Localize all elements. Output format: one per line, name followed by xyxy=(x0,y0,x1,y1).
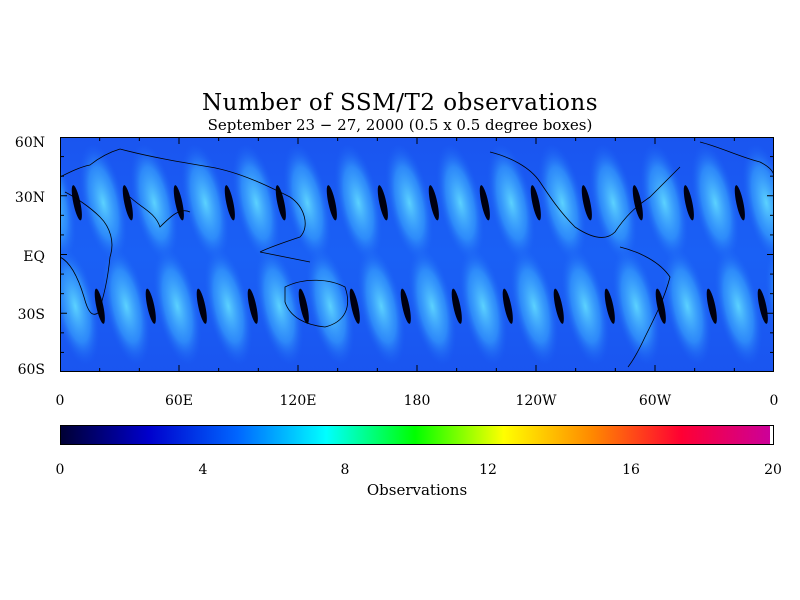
swath-band xyxy=(713,246,763,367)
lat-label: EQ xyxy=(23,249,45,265)
swath-gap xyxy=(145,288,156,324)
swath-gap xyxy=(247,288,258,324)
swath-band xyxy=(305,246,355,367)
colorbar-tick-label: 20 xyxy=(764,462,782,478)
swath-gap xyxy=(71,185,82,221)
lon-label: 0 xyxy=(55,393,65,409)
swath-gap xyxy=(298,288,309,324)
swath-band xyxy=(152,246,202,367)
colorbar-tick-label: 16 xyxy=(622,462,640,478)
swath-gap xyxy=(632,185,643,221)
swath-band xyxy=(639,142,689,263)
swath-band xyxy=(129,142,179,263)
swath-band xyxy=(407,246,457,367)
swath-band xyxy=(690,142,740,263)
coast-australia xyxy=(284,279,349,328)
swath-band xyxy=(588,142,638,263)
swath-gap xyxy=(275,185,286,221)
swath-gap xyxy=(655,288,666,324)
swath-gap xyxy=(428,185,439,221)
lat-label: 30N xyxy=(14,190,45,206)
swath-gap xyxy=(377,185,388,221)
lon-label: 120W xyxy=(515,393,557,409)
swath-band xyxy=(537,142,587,263)
swath-gap xyxy=(757,288,768,324)
lon-label: 180 xyxy=(403,393,431,409)
swath-gap xyxy=(604,288,615,324)
swath-band xyxy=(486,142,536,263)
swath-band xyxy=(282,142,332,263)
swath-band xyxy=(509,246,559,367)
swath-gap xyxy=(196,288,207,324)
swath-band xyxy=(231,142,281,263)
swath-gap xyxy=(553,288,564,324)
lat-label: 60S xyxy=(17,362,45,378)
colorbar-tick-label: 0 xyxy=(55,462,65,478)
coast-north-america xyxy=(489,151,681,238)
swath-gap xyxy=(530,185,541,221)
swath-band xyxy=(78,142,128,263)
swath-band xyxy=(560,246,610,367)
swath-gap xyxy=(706,288,717,324)
swath-band xyxy=(254,246,304,367)
coastlines xyxy=(60,141,774,368)
coast-asia xyxy=(119,148,306,253)
swath-band xyxy=(611,246,661,367)
swath-gap xyxy=(734,185,745,221)
swath-band xyxy=(435,142,485,263)
lon-label: 60E xyxy=(164,393,194,409)
map-subtitle: September 23 − 27, 2000 (0.5 x 0.5 degre… xyxy=(207,116,593,134)
colorbar-tick-label: 12 xyxy=(479,462,497,478)
swath-overlap-bands xyxy=(60,142,774,367)
coast-arabia-india xyxy=(129,196,191,228)
lat-label: 60N xyxy=(14,135,45,151)
lat-label: 30S xyxy=(17,307,45,323)
swath-gap xyxy=(173,185,184,221)
swath-gap xyxy=(502,288,513,324)
swath-gap xyxy=(224,185,235,221)
coast-europe xyxy=(60,148,121,178)
colorbar-tick-label: 4 xyxy=(198,462,208,478)
coast-africa xyxy=(60,191,113,315)
swath-gap xyxy=(683,185,694,221)
map-ticks xyxy=(60,137,774,372)
swath-band xyxy=(60,246,100,367)
colorbar xyxy=(60,425,774,445)
swath-band xyxy=(180,142,230,263)
swath-gap xyxy=(479,185,490,221)
coast-indonesia xyxy=(259,251,311,263)
colorbar-tick-label: 8 xyxy=(340,462,350,478)
swath-gap xyxy=(122,185,133,221)
lon-label: 60W xyxy=(638,393,672,409)
swath-gap xyxy=(326,185,337,221)
swath-gap xyxy=(581,185,592,221)
swath-band xyxy=(458,246,508,367)
swath-band xyxy=(60,142,77,263)
swath-gap xyxy=(451,288,462,324)
lon-label: 120E xyxy=(279,393,317,409)
swath-gap xyxy=(94,288,105,324)
swath-band xyxy=(662,246,712,367)
swath-band xyxy=(333,142,383,263)
swath-band xyxy=(101,246,151,367)
swath-gap xyxy=(400,288,411,324)
coast-greenland xyxy=(699,141,774,178)
colorbar-gradient xyxy=(60,425,770,445)
observation-map xyxy=(60,137,774,372)
lon-label: 0 xyxy=(769,393,779,409)
swath-gaps xyxy=(71,185,768,324)
coast-south-america xyxy=(619,246,671,368)
swath-band xyxy=(384,142,434,263)
swath-gap xyxy=(349,288,360,324)
map-title: Number of SSM/T2 observations xyxy=(202,90,598,116)
swath-band xyxy=(741,142,774,263)
colorbar-title: Observations xyxy=(366,481,468,499)
colorbar-frame xyxy=(60,425,774,445)
swath-band xyxy=(356,246,406,367)
swath-band xyxy=(203,246,253,367)
